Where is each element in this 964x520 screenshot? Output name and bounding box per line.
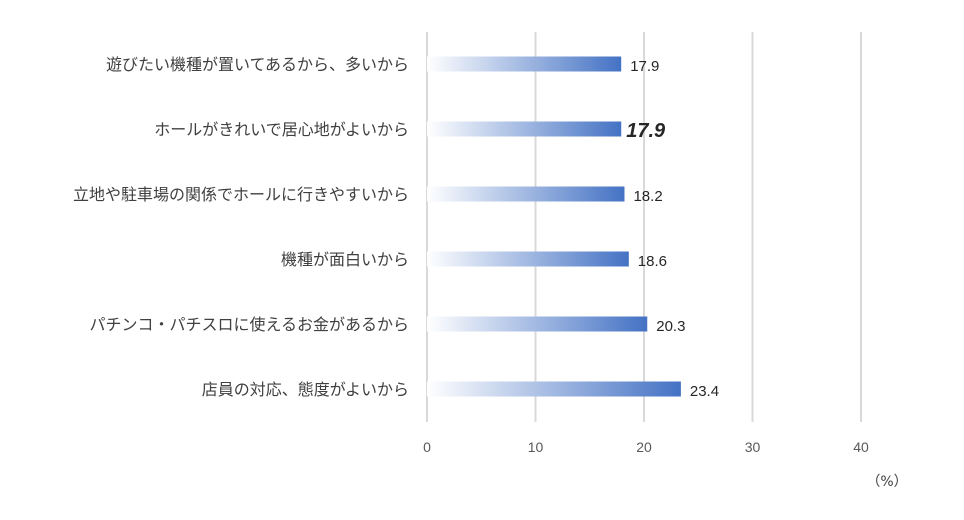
bar bbox=[427, 381, 681, 397]
x-tick-label: 40 bbox=[853, 439, 869, 455]
value-label: 20.3 bbox=[656, 318, 685, 335]
unit-label: （%） bbox=[866, 474, 907, 490]
value-label: 17.9 bbox=[630, 58, 659, 75]
value-label-highlight: 17.9 bbox=[626, 120, 666, 142]
category-label: 遊びたい機種が置いてあるから、多いから bbox=[106, 55, 409, 74]
x-tick-label: 30 bbox=[745, 439, 761, 455]
label-layer: 0 10 20 30 40 遊びたい機種が置いてあるから、多いから 17.9 ホールがきれいで… bbox=[73, 55, 869, 455]
x-tick-label: 20 bbox=[636, 439, 652, 455]
category-label: 店員の対応、態度がよいから bbox=[202, 380, 409, 399]
bar-layer bbox=[427, 56, 681, 397]
x-tick-label: 10 bbox=[528, 439, 544, 455]
bar bbox=[427, 121, 622, 137]
value-label: 18.6 bbox=[638, 253, 667, 270]
bar bbox=[427, 316, 648, 332]
value-label: 23.4 bbox=[690, 383, 719, 400]
x-tick-label: 0 bbox=[423, 439, 431, 455]
bar bbox=[427, 186, 625, 202]
bar bbox=[427, 251, 629, 267]
category-label: 機種が面白いから bbox=[281, 250, 409, 269]
category-label: ホールがきれいで居心地がよいから bbox=[154, 120, 409, 139]
grid-layer bbox=[426, 32, 862, 422]
bar bbox=[427, 56, 622, 72]
value-label: 18.2 bbox=[633, 188, 662, 205]
category-label: 立地や駐車場の関係でホールに行きやすいから bbox=[73, 185, 409, 204]
category-label: パチンコ・パチスロに使えるお金があるから bbox=[89, 315, 409, 334]
